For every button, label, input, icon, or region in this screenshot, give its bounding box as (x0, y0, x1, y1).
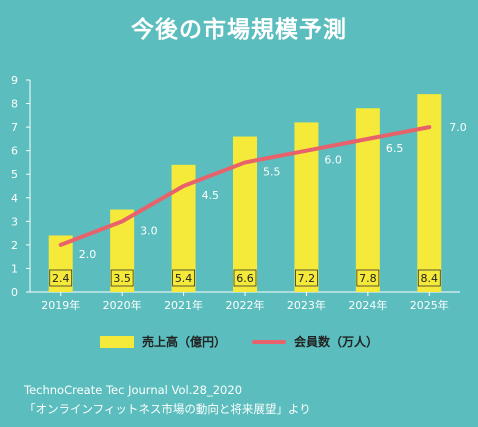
line-value-label: 5.5 (263, 165, 281, 178)
chart-legend: 売上高（億円） 会員数（万人） (0, 333, 478, 350)
y-tick-label: 0 (11, 286, 18, 299)
bar-value-label: 3.5 (113, 272, 131, 285)
x-tick-label: 2019年 (41, 298, 80, 312)
line-value-label: 7.0 (449, 121, 467, 134)
source-line-2: 「オンラインフィットネス市場の動向と将来展望」より (24, 402, 311, 416)
bar-value-box (233, 269, 257, 287)
bar-value-box (110, 269, 134, 287)
y-tick-label: 5 (11, 168, 18, 181)
y-tick-label: 9 (11, 74, 18, 87)
x-tick-label: 2020年 (103, 298, 142, 312)
bar-value-label: 6.6 (236, 272, 254, 285)
legend-item-members: 会員数（万人） (252, 333, 378, 350)
members-line (58, 125, 432, 247)
bar-value-label: 7.2 (298, 272, 316, 285)
source-line-1: TechnoCreate Tec Journal Vol.28_2020 (24, 383, 243, 397)
x-tick-label: 2022年 (226, 298, 265, 312)
x-tick-label: 2023年 (287, 298, 326, 312)
x-tick-label: 2021年 (164, 298, 203, 312)
x-tick-label: 2025年 (410, 298, 449, 312)
y-tick-label: 4 (11, 192, 18, 205)
x-tick-label: 2024年 (348, 298, 387, 312)
y-tick-label: 7 (11, 121, 18, 134)
legend-label-members: 会員数（万人） (294, 335, 379, 349)
bar-value-box (49, 269, 73, 287)
legend-swatch-line (252, 339, 286, 344)
legend-swatch-bar (99, 335, 134, 348)
source-note: TechnoCreate Tec Journal Vol.28_2020 「オン… (24, 381, 311, 419)
bar-value-box (417, 269, 441, 287)
bar-value-label: 5.4 (175, 272, 193, 285)
bar (417, 94, 442, 292)
x-tick-labels: 2019年 2020年 2021年 2022年 2023年 2024年 2025年 (41, 298, 449, 312)
y-tick-label: 8 (11, 98, 18, 111)
line-value-labels: 2.0 3.0 4.5 5.5 6.0 6.5 7.0 (79, 121, 467, 261)
bar-series (48, 94, 442, 293)
bar-value-box (356, 269, 380, 287)
bar-value-label: 7.8 (359, 272, 377, 285)
line-value-label: 3.0 (140, 224, 158, 237)
y-tick-label: 2 (11, 239, 18, 252)
line-series (58, 125, 432, 247)
y-tick-label: 6 (11, 145, 18, 158)
line-value-label: 6.5 (386, 142, 404, 155)
y-tick-labels: 0 1 2 3 4 5 6 7 8 9 (11, 74, 18, 299)
y-tick-label: 1 (11, 262, 18, 275)
line-value-label: 6.0 (324, 154, 342, 167)
line-value-label: 4.5 (202, 189, 220, 202)
bar-value-label: 8.4 (421, 272, 439, 285)
bar-value-labels: 2.4 3.5 5.4 6.6 7.2 7.8 8.4 (49, 269, 441, 287)
bar-value-box (172, 269, 195, 287)
y-tick-label: 3 (11, 215, 18, 228)
legend-label-sales: 売上高（億円） (141, 335, 226, 349)
bar-value-label: 2.4 (52, 272, 70, 285)
legend-item-sales: 売上高（億円） (99, 333, 226, 350)
bar-value-box (295, 269, 318, 287)
chart-title: 今後の市場規模予測 (131, 17, 347, 43)
line-value-label: 2.0 (79, 248, 97, 261)
